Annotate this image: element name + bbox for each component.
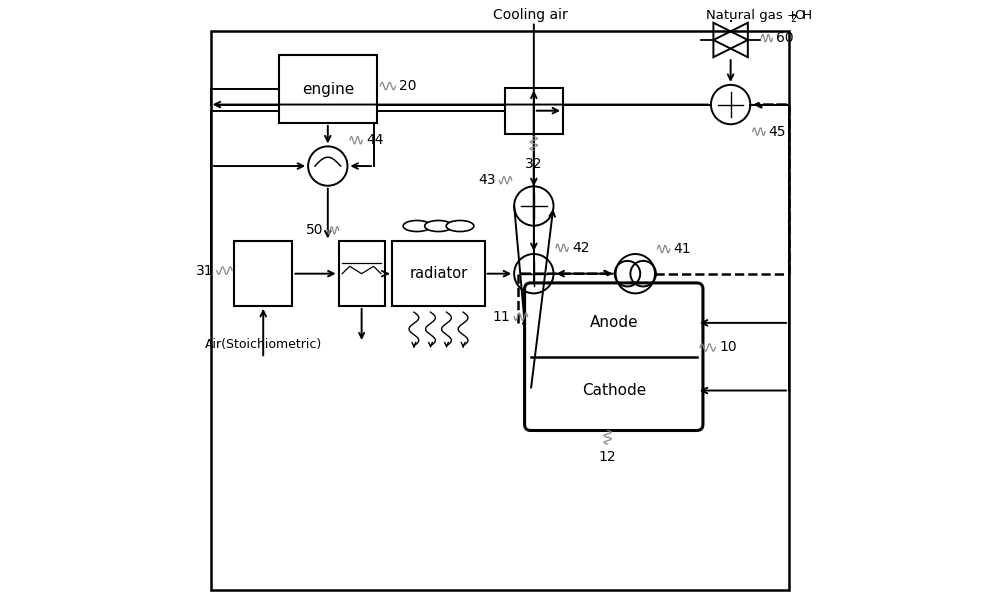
Text: 11: 11	[493, 310, 510, 323]
Text: Cathode: Cathode	[582, 383, 646, 398]
Text: engine: engine	[302, 82, 354, 97]
Text: Cooling air: Cooling air	[493, 9, 568, 22]
Text: 43: 43	[478, 173, 496, 187]
Text: 60: 60	[776, 31, 794, 45]
Text: 31: 31	[195, 264, 213, 277]
FancyBboxPatch shape	[525, 283, 703, 430]
Text: 45: 45	[769, 125, 786, 138]
Text: 12: 12	[599, 450, 616, 464]
FancyBboxPatch shape	[279, 55, 377, 123]
Text: 2: 2	[790, 14, 797, 24]
Text: 20: 20	[399, 79, 417, 93]
Text: 44: 44	[366, 133, 383, 147]
Text: Natural gas + H: Natural gas + H	[706, 9, 812, 22]
FancyBboxPatch shape	[505, 88, 563, 134]
Text: 10: 10	[719, 341, 737, 354]
Text: 32: 32	[525, 157, 543, 170]
FancyBboxPatch shape	[339, 242, 385, 306]
Text: Anode: Anode	[589, 315, 638, 330]
Text: 41: 41	[673, 242, 691, 256]
Ellipse shape	[403, 221, 431, 232]
Text: 50: 50	[306, 223, 324, 237]
Text: O: O	[794, 9, 804, 22]
FancyBboxPatch shape	[234, 242, 292, 306]
Ellipse shape	[446, 221, 474, 232]
FancyBboxPatch shape	[392, 242, 485, 306]
Text: Air(Stoichiometric): Air(Stoichiometric)	[205, 338, 322, 351]
Text: radiator: radiator	[409, 266, 468, 281]
Text: 42: 42	[572, 241, 589, 255]
Ellipse shape	[425, 221, 452, 232]
